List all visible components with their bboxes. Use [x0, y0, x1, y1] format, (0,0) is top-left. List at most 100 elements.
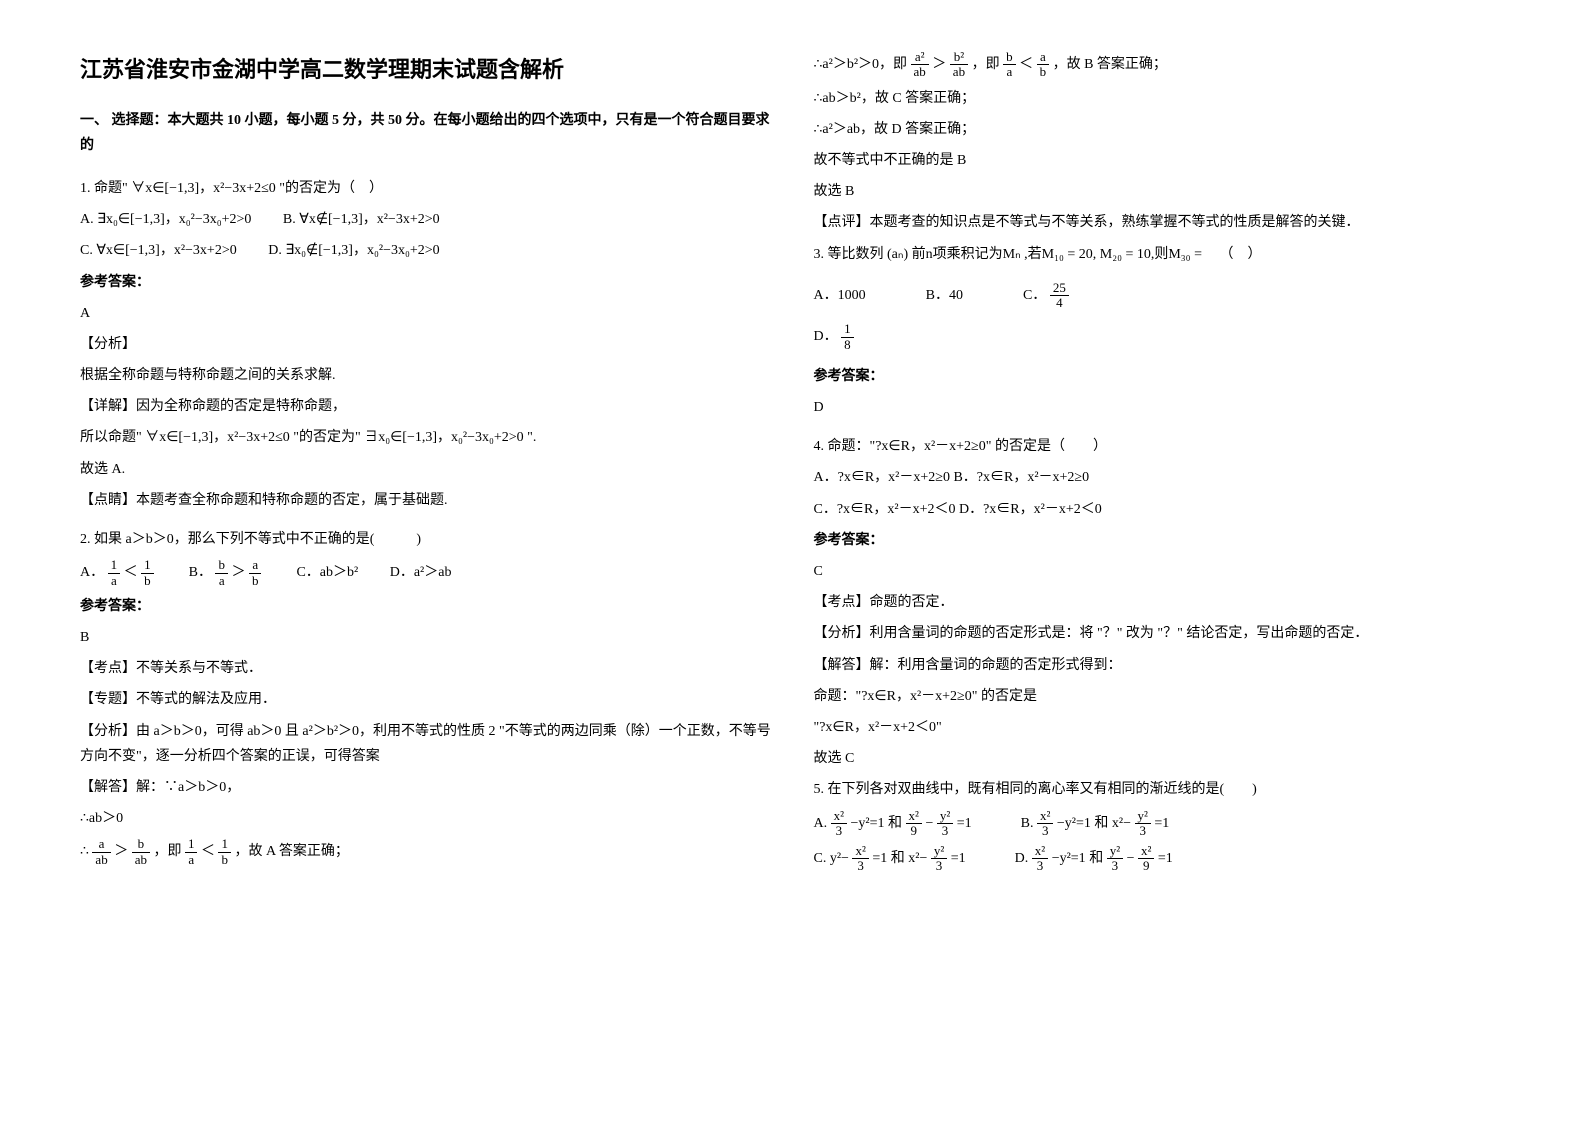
q2-t2: 【专题】不等式的解法及应用．	[80, 687, 774, 712]
q3-stem: 3. 等比数列 (aₙ) 前n项乘积记为Mₙ ,若M₁₀ = 20, M₂₀ =…	[814, 242, 1508, 267]
minus2: −	[1127, 851, 1135, 866]
eq1c2: =1	[951, 851, 966, 866]
q3-stem-prefix: 3. 等比数列 (aₙ) 前n项乘积记为Mₙ ,若M₁₀ = 20, M₂₀ =…	[814, 247, 1202, 262]
q3-c-prefix: C．	[1023, 288, 1046, 303]
r3: ∴a²＞ab，故 D 答案正确；	[814, 117, 1508, 142]
q4-stem: 4. 命题："?x∈R，x²－x+2≥0" 的否定是（ ）	[814, 434, 1508, 459]
frac-x2-9a: x²9	[906, 809, 922, 839]
r2: ∴ab＞b²，故 C 答案正确；	[814, 86, 1508, 111]
q3-stem-suffix: （ ）	[1219, 247, 1261, 262]
q1-analyze2: 根据全称命题与特称命题之间的关系求解.	[80, 363, 774, 388]
q5-row-cd: C. y²− x²3 =1 和 x²− y²3 =1 D. x²3 −y²=1 …	[814, 844, 1508, 874]
q4-t6: 故选 C	[814, 746, 1508, 771]
y2m: y²−	[830, 851, 849, 866]
frac-a-b2: ab	[1037, 50, 1050, 80]
r1-prefix: ∴a²＞b²＞0，即	[814, 57, 908, 72]
q4-opt-a: A．?x∈R，x²－x+2≥0	[814, 470, 950, 485]
q4-t4: 命题："?x∈R，x²－x+2≥0" 的否定是	[814, 684, 1508, 709]
frac-x2-9d: x²9	[1138, 844, 1154, 874]
r5: 故选 B	[814, 179, 1508, 204]
q1-detail3: 故选 A.	[80, 457, 774, 482]
q3-row-d: D． 18	[814, 322, 1508, 352]
q4-t3: 【解答】解：利用含量词的命题的否定形式得到：	[814, 653, 1508, 678]
q1-opt-c: C. ∀x∈[−1,3]，x²−3x+2>0	[80, 243, 237, 258]
r6: 【点评】本题考查的知识点是不等式与不等关系，熟练掌握不等式的性质是解答的关键．	[814, 210, 1508, 235]
x2m: x²−	[908, 851, 927, 866]
q1-opt-b: B. ∀x∉[−1,3]，x²−3x+2>0	[283, 212, 440, 227]
q3-opt-c: C． 254	[1023, 281, 1069, 311]
eq1d: =1	[1158, 851, 1173, 866]
frac-x2-3c: x²3	[852, 844, 868, 874]
q3-ans: D	[814, 395, 1508, 420]
frac-a-b: ab	[249, 558, 262, 588]
frac-b-a2: ba	[1003, 50, 1016, 80]
eq1b: =1	[1154, 816, 1169, 831]
q2-analyze: 【分析】由 a＞b＞0，可得 ab＞0 且 a²＞b²＞0，利用不等式的性质 2…	[80, 719, 774, 769]
q1-stem: 1. 命题" ∀x∈[−1,3]，x²−3x+2≤0 "的否定为（ ）	[80, 176, 774, 201]
q2-s1: 【解答】解：∵a＞b＞0，	[80, 775, 774, 800]
frac-a2-ab: a²ab	[911, 50, 929, 80]
q2-t1: 【考点】不等关系与不等式．	[80, 656, 774, 681]
frac-1-a2: 1a	[185, 837, 198, 867]
txt2: −y²=1	[1057, 816, 1091, 831]
q1-ans-label: 参考答案：	[80, 270, 774, 295]
q4-row-cd: C．?x∈R，x²－x+2＜0 D．?x∈R，x²－x+2＜0	[814, 497, 1508, 522]
q1-row-ab: A. ∃x₀∈[−1,3]，x₀²−3x₀+2>0 B. ∀x∉[−1,3]，x…	[80, 207, 774, 232]
right-column: ∴a²＞b²＞0，即 a²ab ＞ b²ab ，即 ba ＜ ab ，故 B 答…	[794, 50, 1528, 1072]
q4-t5: "?x∈R，x²－x+2＜0"	[814, 715, 1508, 740]
lt2: ＜	[201, 844, 215, 859]
frac-b-ab: bab	[132, 837, 150, 867]
q5-row-ab: A. x²3 −y²=1 和 x²9 − y²3 =1 B. x²3 −y²=1…	[814, 809, 1508, 839]
eq1c: =1	[872, 851, 887, 866]
q1-opt-a: A. ∃x₀∈[−1,3]，x₀²−3x₀+2>0	[80, 212, 251, 227]
q3-opt-b: B．40	[926, 283, 963, 308]
frac-y2-3b: y²3	[1135, 809, 1151, 839]
lt-sign: ＜	[124, 565, 138, 580]
q2-options: A． 1a ＜ 1b B． ba ＞ ab C．ab＞b² D．a²＞ab	[80, 558, 774, 588]
frac-1-a: 1a	[108, 558, 121, 588]
frac-b-a: ba	[215, 558, 228, 588]
r1: ∴a²＞b²＞0，即 a²ab ＞ b²ab ，即 ba ＜ ab ，故 B 答…	[814, 50, 1508, 80]
frac-x2-3a: x²3	[831, 809, 847, 839]
and1: 和	[888, 816, 906, 831]
q4-opt-d: D．?x∈R，x²－x+2＜0	[959, 502, 1102, 517]
q2-opt-d: D．a²＞ab	[390, 565, 452, 580]
r4: 故不等式中不正确的是 B	[814, 148, 1508, 173]
q1-row-cd: C. ∀x∈[−1,3]，x²−3x+2>0 D. ∃x₀∉[−1,3]，x₀²…	[80, 238, 774, 263]
txt2b: 和 x²−	[1094, 816, 1131, 831]
q3-opt-d: D． 18	[814, 322, 854, 352]
and3: 和	[1089, 851, 1107, 866]
q5-c-prefix: C.	[814, 851, 827, 866]
frac-x2-3d: x²3	[1032, 844, 1048, 874]
q2-opt-a-prefix: A．	[80, 565, 104, 580]
r1-suffix: ，故 B 答案正确；	[1053, 57, 1167, 72]
q2-s3-suffix: ，故 A 答案正确；	[234, 844, 348, 859]
txt3: −y²=1	[1052, 851, 1086, 866]
frac-1-b: 1b	[141, 558, 154, 588]
eq1a: =1	[957, 816, 972, 831]
q1-comment: 【点睛】本题考查全称命题和特称命题的否定，属于基础题.	[80, 488, 774, 513]
frac-a-ab: aab	[92, 837, 110, 867]
q1-detail1: 【详解】因为全称命题的否定是特称命题，	[80, 394, 774, 419]
frac-x2-3b: x²3	[1037, 809, 1053, 839]
q3-ans-label: 参考答案：	[814, 364, 1508, 389]
q4-row-ab: A．?x∈R，x²－x+2≥0 B．?x∈R，x²－x+2≥0	[814, 465, 1508, 490]
q5-d-prefix: D.	[1015, 851, 1029, 866]
q5-a-prefix: A.	[814, 816, 828, 831]
page-title: 江苏省淮安市金湖中学高二数学理期末试题含解析	[80, 50, 774, 90]
frac-1-b2: 1b	[218, 837, 231, 867]
gt: ＞	[114, 844, 128, 859]
section-header: 一、 选择题：本大题共 10 小题，每小题 5 分，共 50 分。在每小题给出的…	[80, 108, 774, 158]
frac-25-4: 254	[1050, 281, 1069, 311]
lt3: ＜	[1019, 57, 1033, 72]
gt-sign: ＞	[231, 565, 245, 580]
q2-stem: 2. 如果 a＞b＞0，那么下列不等式中不正确的是( )	[80, 527, 774, 552]
minus1: −	[925, 816, 933, 831]
q1-analyze1: 【分析】	[80, 332, 774, 357]
q4-t1: 【考点】命题的否定．	[814, 590, 1508, 615]
q2-ans-label: 参考答案：	[80, 594, 774, 619]
q2-ans: B	[80, 625, 774, 650]
q4-opt-b: B．?x∈R，x²－x+2≥0	[953, 470, 1089, 485]
q2-s3-prefix: ∴	[80, 844, 89, 859]
q3-d-prefix: D．	[814, 329, 838, 344]
